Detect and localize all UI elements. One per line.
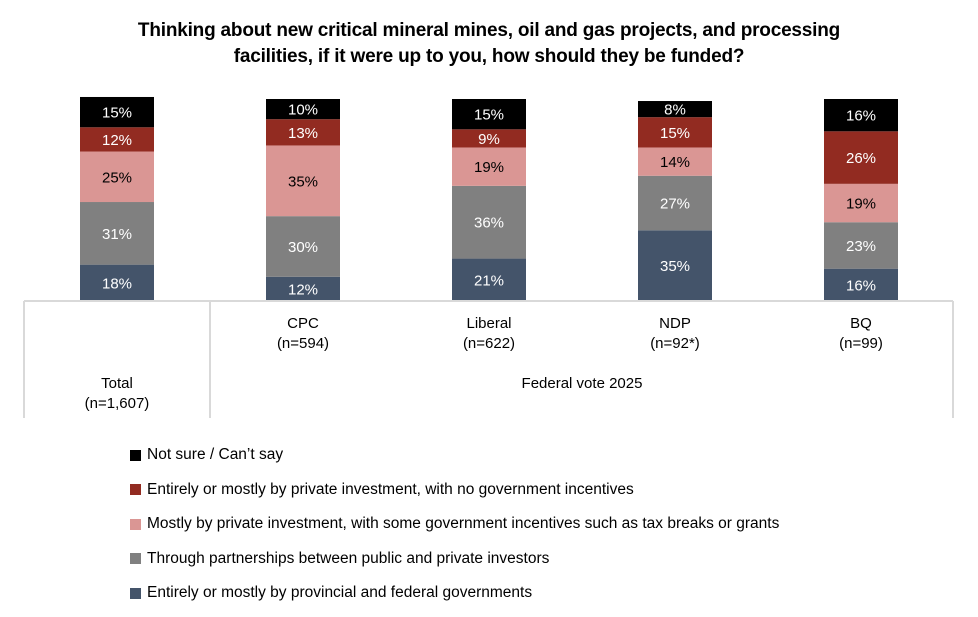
bar-segment [80, 151, 154, 203]
category-name: Liberal [466, 315, 512, 332]
bar-segment [638, 101, 712, 118]
bar-segment [452, 129, 526, 148]
bar-segment [80, 127, 154, 152]
bar-segment [452, 99, 526, 130]
chart-title-line-1: Thinking about new critical mineral mine… [137, 20, 841, 41]
data-label: 12% [102, 132, 132, 149]
category-name: BQ [850, 315, 872, 332]
data-label: 35% [660, 258, 690, 275]
data-label: 25% [102, 169, 132, 186]
data-label: 15% [102, 105, 132, 122]
category-table-frame [23, 300, 954, 418]
bar-segment [452, 147, 526, 186]
data-label: 8% [664, 102, 686, 119]
bar-segment [638, 175, 712, 231]
legend-item: Not sure / Can’t say [130, 438, 779, 473]
data-label: 15% [474, 107, 504, 124]
category-name: Total [101, 375, 133, 392]
legend-item: Through partnerships between public and … [130, 542, 779, 577]
data-label: 14% [660, 154, 690, 171]
legend-swatch [130, 449, 141, 461]
bar-stack-bq: 16% 23% 19% 26% 16% [824, 99, 898, 301]
bar-segment [638, 230, 712, 301]
legend-label: Not sure / Can’t say [147, 446, 284, 464]
bar-segment [824, 131, 898, 184]
category-name: NDP [659, 315, 691, 332]
data-label: 13% [288, 125, 318, 142]
category-sample-size: (n=1,607) [84, 395, 150, 412]
bar-segment [452, 258, 526, 301]
data-label: 16% [846, 108, 876, 125]
data-label: 36% [474, 215, 504, 232]
data-label: 19% [474, 159, 504, 176]
legend-swatch [130, 518, 141, 530]
legend-label: Entirely or mostly by provincial and fed… [147, 584, 533, 602]
category-name: CPC [287, 315, 319, 332]
data-label: 23% [846, 238, 876, 255]
bar-segment [266, 99, 340, 120]
data-label: 19% [846, 196, 876, 213]
data-label: 10% [288, 102, 318, 119]
legend: Not sure / Can’t say Entirely or mostly b… [130, 438, 779, 611]
bar-segment [638, 147, 712, 176]
category-sample-size: (n=92*) [650, 335, 700, 352]
legend-swatch [130, 484, 141, 496]
bar-segment [452, 185, 526, 259]
bar-segment [266, 276, 340, 301]
chart-title: Thinking about new critical mineral mine… [0, 18, 978, 70]
data-label: 12% [288, 281, 318, 298]
category-sample-size: (n=594) [276, 335, 330, 352]
legend-item: Entirely or mostly by provincial and fed… [130, 576, 779, 611]
legend-label: Through partnerships between public and … [147, 549, 550, 567]
bar-segment [638, 117, 712, 148]
data-label: 30% [288, 239, 318, 256]
category-sample-size: (n=99) [839, 335, 883, 352]
chart-title-line-2: facilities, if it were up to you, how sh… [233, 46, 745, 67]
legend-label: Entirely or mostly by private investment… [147, 480, 634, 498]
data-label: 26% [846, 150, 876, 167]
category-label-ndp: NDP (n=92*) [605, 314, 745, 354]
bar-segment [824, 183, 898, 223]
bar-segment [266, 145, 340, 217]
category-label-total: Total (n=1,607) [47, 374, 187, 414]
category-label-liberal: Liberal (n=622) [419, 314, 559, 354]
bar-stack-cpc: 12% 30% 35% 13% 10% [266, 99, 340, 301]
legend-item: Entirely or mostly by private investment… [130, 473, 779, 508]
data-label: 15% [660, 125, 690, 142]
legend-swatch [130, 587, 141, 599]
bars-group: 18% 31% 25% 12% 15% 12% 30% 35% 13% 10% 21% 36% 19% 9… [80, 96, 898, 301]
data-label: 27% [660, 196, 690, 213]
legend-item: Mostly by private investment, with some … [130, 507, 779, 542]
data-label: 31% [102, 226, 132, 243]
bar-segment [824, 99, 898, 132]
bar-segment [80, 96, 154, 128]
category-sample-size: (n=622) [462, 335, 516, 352]
data-label: 21% [474, 272, 504, 289]
bar-segment [80, 264, 154, 301]
bar-stack-ndp: 35% 27% 14% 15% 8% [638, 101, 712, 301]
data-label: 35% [288, 173, 318, 190]
data-label: 16% [846, 277, 876, 294]
bar-segment [266, 119, 340, 146]
legend-label: Mostly by private investment, with some … [147, 515, 780, 533]
bar-segment [824, 268, 898, 301]
category-label-bq: BQ (n=99) [791, 314, 931, 354]
data-label: 18% [102, 275, 132, 292]
bar-segment [824, 222, 898, 269]
bar-stack-total: 18% 31% 25% 12% 15% [80, 96, 154, 301]
category-label-cpc: CPC (n=594) [233, 314, 373, 354]
legend-swatch [130, 553, 141, 565]
group-label-federal-vote: Federal vote 2025 [521, 375, 643, 392]
data-label: 9% [478, 131, 500, 148]
bar-segment [80, 202, 154, 265]
bar-stack-liberal: 21% 36% 19% 9% 15% [452, 99, 526, 301]
bar-segment [266, 216, 340, 277]
